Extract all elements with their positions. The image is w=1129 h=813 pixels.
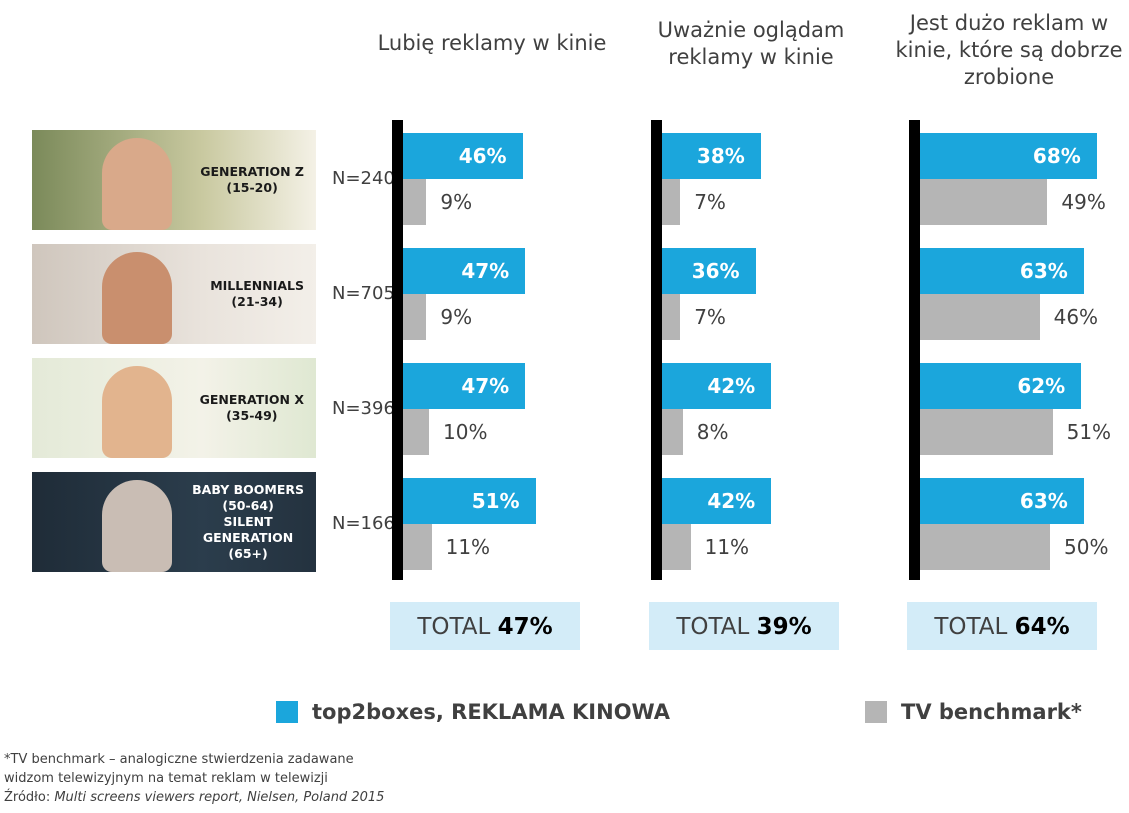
value-label-top2boxes: 42% — [707, 374, 756, 398]
axis-line — [651, 120, 662, 580]
legend-swatch-gray — [865, 701, 887, 723]
total-box: TOTAL 64% — [907, 602, 1097, 650]
total-box: TOTAL 39% — [649, 602, 839, 650]
bar-tv — [662, 409, 683, 455]
photo-1: MILLENNIALS (21-34) — [32, 244, 316, 344]
sample-size: N=705 — [332, 283, 395, 304]
legend-tv: TV benchmark* — [865, 700, 1082, 724]
bar-top2boxes — [920, 133, 1097, 179]
value-label-tv: 9% — [440, 190, 473, 214]
bar-tv — [403, 179, 427, 225]
bar-tv — [920, 179, 1048, 225]
total-box: TOTAL 47% — [390, 602, 580, 650]
generation-label: GENERATION X (35-49) — [199, 392, 304, 423]
total-label: TOTAL — [676, 614, 757, 640]
panel-title: Lubię reklamy w kinie — [377, 31, 607, 55]
axis-line — [909, 120, 920, 580]
total-label: TOTAL — [417, 614, 498, 640]
value-label-tv: 8% — [696, 420, 729, 444]
photo-2: GENERATION X (35-49) — [32, 358, 316, 458]
value-label-top2boxes: 63% — [1019, 259, 1068, 283]
person-photo — [102, 138, 172, 230]
source: Źródło: Multi screens viewers report, Ni… — [4, 788, 384, 807]
value-label-top2boxes: 38% — [696, 144, 745, 168]
panel-title: Uważnie oglądam reklamy w kinie — [657, 18, 845, 69]
sample-size: N=240 — [332, 168, 395, 189]
value-label-top2boxes: 62% — [1017, 374, 1066, 398]
legend-top2boxes: top2boxes, REKLAMA KINOWA — [276, 700, 670, 724]
bar-top2boxes — [403, 363, 526, 409]
bar-top2boxes — [403, 133, 523, 179]
legend-swatch-blue — [276, 701, 298, 723]
footnote-line: *TV benchmark – analogiczne stwierdzenia… — [4, 752, 354, 767]
value-label-top2boxes: 63% — [1019, 489, 1068, 513]
bar-tv — [403, 294, 427, 340]
total-value: 47% — [497, 614, 553, 640]
bar-tv — [403, 409, 429, 455]
footnote: *TV benchmark – analogiczne stwierdzenia… — [4, 750, 384, 807]
bar-tv — [920, 409, 1053, 455]
generation-label: BABY BOOMERS (50-64) SILENT GENERATION (… — [192, 482, 304, 561]
generation-label: GENERATION Z (15-20) — [200, 164, 304, 195]
person-photo — [102, 480, 172, 572]
value-label-top2boxes: 42% — [707, 489, 756, 513]
axis-line — [392, 120, 403, 580]
bar-top2boxes — [662, 478, 772, 524]
bar-top2boxes — [403, 248, 526, 294]
value-label-top2boxes: 47% — [461, 374, 510, 398]
photo-0: GENERATION Z (15-20) — [32, 130, 316, 230]
bar-tv — [920, 524, 1050, 570]
total-label: TOTAL — [934, 614, 1015, 640]
bar-tv — [662, 294, 681, 340]
value-label-top2boxes: 46% — [458, 144, 507, 168]
bar-tv — [662, 524, 691, 570]
bar-top2boxes — [920, 363, 1082, 409]
value-label-tv: 7% — [694, 305, 726, 329]
bar-top2boxes — [662, 133, 761, 179]
total-value: 39% — [756, 614, 812, 640]
value-label-top2boxes: 36% — [691, 259, 740, 283]
sample-size: N=396 — [332, 398, 395, 419]
value-label-tv: 11% — [445, 535, 491, 559]
bar-tv — [403, 524, 432, 570]
value-label-tv: 10% — [443, 420, 488, 444]
value-label-top2boxes: 47% — [461, 259, 510, 283]
person-photo — [102, 252, 172, 344]
legend-label: TV benchmark* — [901, 700, 1082, 724]
source-text: Multi screens viewers report, Nielsen, P… — [54, 790, 385, 805]
bar-top2boxes — [662, 248, 756, 294]
value-label-tv: 7% — [694, 190, 726, 214]
value-label-top2boxes: 68% — [1032, 144, 1081, 168]
bar-top2boxes — [920, 248, 1084, 294]
value-label-tv: 51% — [1066, 420, 1112, 444]
photo-3: BABY BOOMERS (50-64) SILENT GENERATION (… — [32, 472, 316, 572]
value-label-tv: 46% — [1053, 305, 1099, 329]
bar-tv — [920, 294, 1040, 340]
source-label: Źródło: — [4, 790, 55, 805]
generation-label: MILLENNIALS (21-34) — [210, 278, 304, 309]
sample-size: N=166 — [332, 513, 395, 534]
bar-top2boxes — [920, 478, 1084, 524]
value-label-tv: 50% — [1064, 535, 1109, 559]
value-label-top2boxes: 51% — [471, 489, 520, 513]
legend-label: top2boxes, REKLAMA KINOWA — [312, 700, 671, 724]
bar-tv — [662, 179, 681, 225]
total-value: 64% — [1014, 614, 1070, 640]
bar-top2boxes — [662, 363, 772, 409]
value-label-tv: 11% — [704, 535, 750, 559]
panel-title: Jest dużo reklam w kinie, które są dobrz… — [895, 11, 1123, 89]
bar-top2boxes — [403, 478, 536, 524]
value-label-tv: 49% — [1061, 190, 1106, 214]
person-photo — [102, 366, 172, 458]
value-label-tv: 9% — [440, 305, 473, 329]
footnote-line: widzom telewizyjnym na temat reklam w te… — [4, 771, 328, 786]
